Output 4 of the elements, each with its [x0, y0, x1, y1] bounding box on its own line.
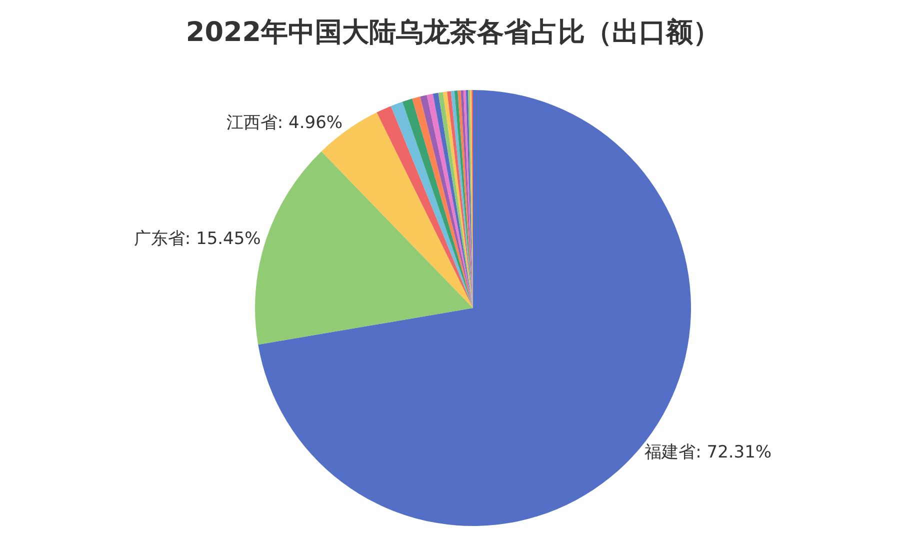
- slice-label: 福建省: 72.31%: [644, 442, 772, 463]
- slice-label: 江西省: 4.96%: [226, 113, 343, 134]
- chart-title: 2022年中国大陆乌龙茶各省占比（出口额）: [186, 17, 720, 48]
- slice-label: 广东省: 15.45%: [134, 229, 261, 250]
